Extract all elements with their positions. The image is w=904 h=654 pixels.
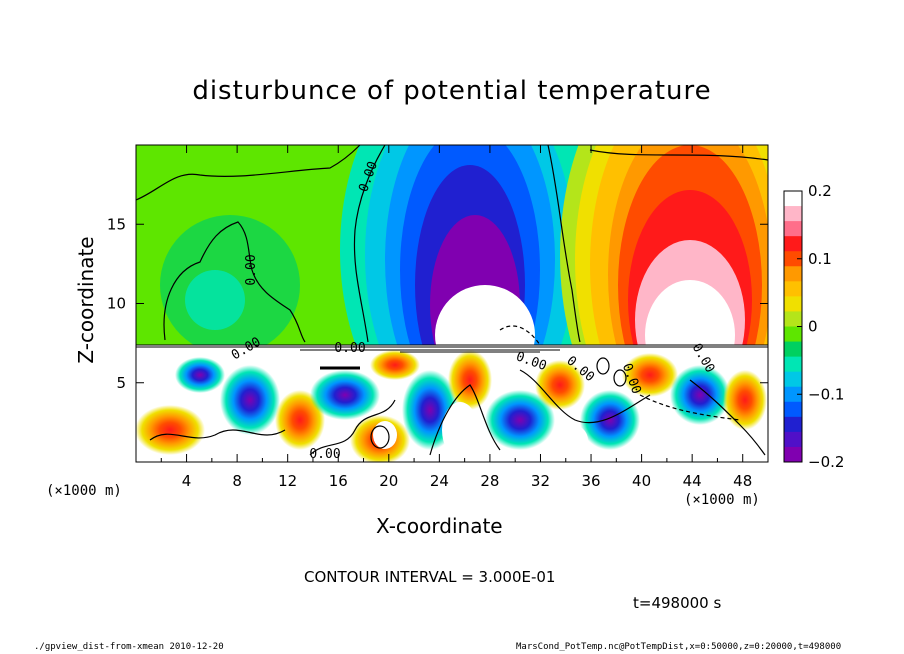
contour-loop-1 [370,425,390,449]
x-tick-label: 16 [329,472,348,490]
colorbar-swatch [784,221,802,237]
y-axis: 5 10 15 [107,215,768,392]
contour-upper-mid [353,145,386,343]
contour-upper-left [163,221,306,343]
contour-value-label: 0.00 [244,254,259,285]
contour-upper-frame [136,145,361,201]
x-tick-label: 28 [480,472,499,490]
contour-loop-3 [596,357,610,375]
field-lower-blob-4 [310,370,380,420]
x-tick-label: 36 [581,472,600,490]
x-tick-label: 40 [632,472,651,490]
colorbar-tick-label: −0.2 [808,453,844,471]
colorbar-swatch [784,281,802,297]
colorbar-swatch [784,326,802,343]
contour-value-label: 0.00 [309,447,340,462]
x-unit-left: (×1000 m) [46,483,122,499]
colorbar-swatch [784,356,802,373]
contour-lower-5 [689,379,766,456]
colorbar-swatch [784,296,802,312]
field-lower-blob-10 [580,390,640,450]
x-tick-label: 44 [683,472,702,490]
colorbar-swatch [784,206,802,222]
contour-dashed-2 [639,394,741,421]
colorbar-swatch [784,371,802,388]
contour-lines [136,145,768,456]
contour-loop-2 [613,369,627,387]
colorbar-tick-label: −0.1 [808,385,844,403]
contour-interval-text: CONTOUR INTERVAL = 3.000E-01 [304,568,556,586]
x-tick-label: 4 [182,472,192,490]
contour-dashed-1 [499,325,541,346]
x-axis: 4 8 12 16 20 24 28 32 36 40 44 48 [160,145,752,490]
field-lower-white-2 [373,421,397,449]
field-lower-blob-1 [136,405,205,455]
x-tick-label: 12 [278,472,297,490]
contour-upper-right [547,145,581,343]
chart-title: disturbunce of potential temperature [192,76,712,106]
colorbar-tick-label: 0.1 [808,250,832,268]
colorbar-swatch [784,386,802,403]
field-lower-blob-11 [622,353,678,397]
field-lower-blob-8 [485,390,555,450]
x-tick-label: 8 [232,472,242,490]
contour-lower-4 [519,369,651,424]
colorbar-swatch [784,431,802,448]
y-tick-label: 15 [107,215,126,233]
colorbar-swatch [784,191,802,207]
time-text: t=498000 s [633,594,722,612]
colorbar-swatch [784,236,802,252]
contour-upper-far [589,149,768,161]
field-lower-blob-3 [275,390,325,450]
x-tick-label: 20 [379,472,398,490]
x-tick-label: 48 [733,472,752,490]
footer-right: MarsCond_PotTemp.nc@PotTempDist,x=0:5000… [516,642,842,652]
field-lower-blob-2 [220,365,280,435]
footer-left: ./gpview_dist-from-xmean 2010-12-20 [34,642,224,652]
y-tick-label: 5 [116,374,126,392]
colorbar: 0.2 0.1 0 −0.1 −0.2 [783,182,844,471]
colorbar-swatch [784,266,802,282]
y-tick-label: 10 [107,295,126,313]
colorbar-swatch [784,311,802,327]
field-lower-white-3 [552,424,588,456]
x-axis-label: X-coordinate [376,514,503,538]
contour-lower-2 [309,399,396,456]
colorbar-swatch [784,341,802,358]
contour-lower-1 [149,429,286,441]
x-unit-right: (×1000 m) [684,492,760,508]
colorbar-swatch [784,446,802,463]
field-lower-white-1 [442,402,478,458]
y-axis-label: Z-coordinate [74,236,98,364]
colorbar-tick-label: 0.2 [808,182,832,200]
colorbar-swatch [784,401,802,418]
field-upper-pos-white [645,280,735,345]
heatmap-field [136,145,768,462]
field-lower-blob-9 [535,360,585,410]
x-tick-label: 24 [430,472,449,490]
interface-band [136,344,768,370]
contour-value-label: 0.00 [334,341,365,356]
contour-lower-3 [429,384,501,456]
field-lower-blob-12 [670,365,730,425]
colorbar-tick-label: 0 [808,318,818,336]
field-upper-neg-white [435,285,535,345]
colorbar-swatch [784,416,802,433]
field-lower-blob-15 [370,350,420,380]
x-tick-label: 32 [531,472,550,490]
field-lower-blob-13 [723,370,767,430]
colorbar-swatch [784,251,802,267]
field-lower-blob-14 [175,357,225,393]
field-upper-cyan-patch [185,270,245,330]
